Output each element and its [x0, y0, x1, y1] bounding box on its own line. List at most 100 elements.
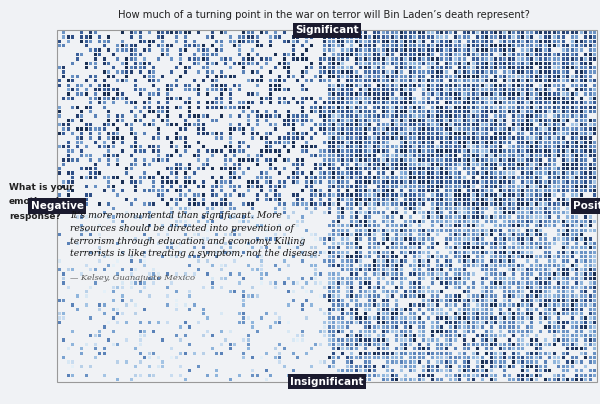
Bar: [539, 316, 542, 320]
Bar: [328, 255, 331, 258]
Bar: [400, 224, 403, 227]
Bar: [292, 255, 295, 258]
Bar: [107, 255, 110, 258]
Bar: [377, 374, 380, 377]
Bar: [157, 132, 160, 135]
Bar: [539, 277, 542, 280]
Bar: [184, 206, 187, 210]
Bar: [404, 88, 407, 91]
Bar: [512, 31, 515, 34]
Bar: [440, 264, 443, 267]
Bar: [449, 202, 452, 206]
Bar: [526, 360, 529, 364]
Bar: [575, 281, 578, 284]
Bar: [161, 360, 164, 364]
Bar: [116, 93, 119, 96]
Bar: [418, 290, 421, 293]
Bar: [544, 110, 547, 113]
Bar: [476, 123, 479, 126]
Bar: [575, 237, 578, 241]
Bar: [548, 343, 551, 346]
Bar: [359, 286, 362, 289]
Bar: [157, 194, 160, 197]
Bar: [436, 277, 439, 280]
Bar: [418, 321, 421, 324]
Bar: [463, 84, 466, 87]
Bar: [454, 215, 457, 219]
Bar: [202, 334, 205, 337]
Bar: [274, 123, 277, 126]
Bar: [242, 61, 245, 65]
Bar: [202, 53, 205, 56]
Bar: [121, 312, 124, 316]
Bar: [395, 40, 398, 43]
Bar: [467, 286, 470, 289]
Bar: [530, 163, 533, 166]
Bar: [431, 202, 434, 206]
Bar: [481, 171, 484, 175]
Bar: [512, 149, 515, 153]
Bar: [467, 250, 470, 254]
Bar: [382, 264, 385, 267]
Bar: [481, 149, 484, 153]
Bar: [152, 272, 155, 276]
Bar: [170, 84, 173, 87]
Bar: [566, 145, 569, 148]
Bar: [436, 312, 439, 316]
Bar: [418, 141, 421, 144]
Bar: [499, 163, 502, 166]
Bar: [166, 84, 169, 87]
Bar: [481, 307, 484, 311]
Bar: [584, 316, 587, 320]
Bar: [436, 35, 439, 38]
Bar: [553, 202, 556, 206]
Bar: [355, 259, 358, 263]
Bar: [328, 66, 331, 69]
Bar: [328, 70, 331, 74]
Bar: [260, 356, 263, 359]
Bar: [350, 220, 353, 223]
Bar: [202, 312, 205, 316]
Bar: [125, 61, 128, 65]
Bar: [467, 171, 470, 175]
Bar: [472, 48, 475, 52]
Bar: [436, 290, 439, 293]
Bar: [242, 299, 245, 302]
Bar: [328, 264, 331, 267]
Bar: [260, 264, 263, 267]
Bar: [463, 321, 466, 324]
Bar: [413, 185, 416, 188]
Bar: [526, 343, 529, 346]
Bar: [490, 330, 493, 333]
Bar: [445, 347, 448, 351]
Bar: [422, 61, 425, 65]
Bar: [512, 123, 515, 126]
Bar: [130, 268, 133, 271]
Bar: [544, 141, 547, 144]
Bar: [458, 259, 461, 263]
Bar: [427, 136, 430, 140]
Bar: [521, 255, 524, 258]
Bar: [373, 44, 376, 47]
Bar: [130, 255, 133, 258]
Bar: [548, 154, 551, 157]
Bar: [431, 330, 434, 333]
Bar: [571, 194, 574, 197]
Bar: [89, 110, 92, 113]
Bar: [521, 198, 524, 201]
Bar: [449, 185, 452, 188]
Bar: [332, 202, 335, 206]
Bar: [562, 110, 565, 113]
Bar: [593, 206, 596, 210]
Bar: [476, 334, 479, 337]
Bar: [337, 154, 340, 157]
Bar: [373, 79, 376, 82]
Bar: [580, 128, 583, 131]
Bar: [449, 224, 452, 227]
Bar: [305, 299, 308, 302]
Bar: [386, 53, 389, 56]
Bar: [517, 35, 520, 38]
Bar: [184, 378, 187, 381]
Bar: [386, 369, 389, 372]
Bar: [512, 356, 515, 359]
